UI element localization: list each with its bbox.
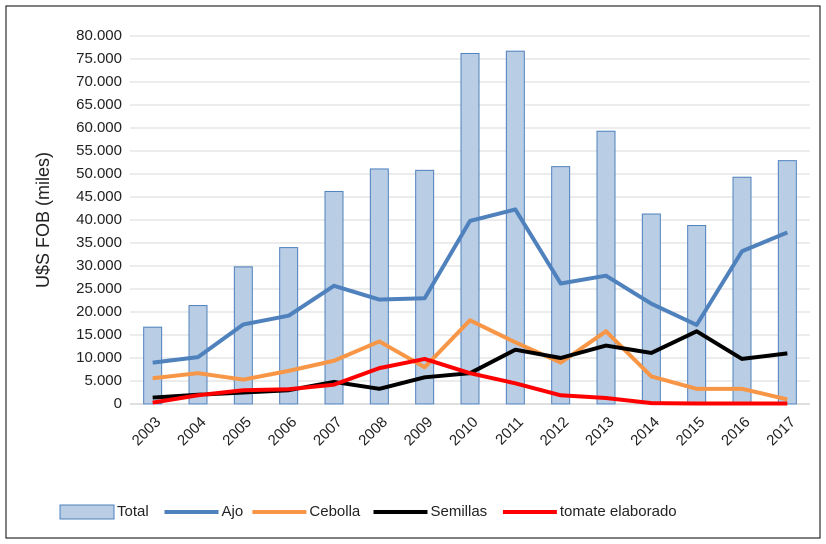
legend-label: Total <box>117 503 149 520</box>
y-tick-label: 75.000 <box>76 50 122 67</box>
line <box>152 207 789 365</box>
legend-swatch <box>59 504 115 520</box>
y-axis-title: U$S FOB (miles) <box>33 152 53 288</box>
line <box>152 356 788 406</box>
bar <box>279 247 299 405</box>
y-tick-label: 50.000 <box>76 165 122 182</box>
bar <box>596 130 616 405</box>
y-tick-label: 45.000 <box>76 188 122 205</box>
y-tick-label: 5.000 <box>84 372 122 389</box>
y-tick-label: 70.000 <box>76 73 122 90</box>
bar <box>777 160 797 405</box>
y-tick-label: 80.000 <box>76 27 122 44</box>
legend-label: tomate elaborado <box>560 503 677 520</box>
y-tick-label: 35.000 <box>76 234 122 251</box>
bar <box>233 266 253 405</box>
line <box>152 318 788 402</box>
y-tick-label: 40.000 <box>76 211 122 228</box>
bar <box>732 176 752 405</box>
y-tick-label: 65.000 <box>76 96 122 113</box>
y-tick-label: 60.000 <box>76 119 122 136</box>
y-tick-label: 25.000 <box>76 280 122 297</box>
bar <box>143 326 163 405</box>
bar <box>460 52 480 405</box>
legend-label: Semillas <box>431 503 488 520</box>
y-tick-label: 55.000 <box>76 142 122 159</box>
bar <box>324 190 344 405</box>
y-tick-label: 20.000 <box>76 303 122 320</box>
legend-label: Cebolla <box>309 503 361 520</box>
y-tick-label: 30.000 <box>76 257 122 274</box>
y-tick-label: 15.000 <box>76 326 122 343</box>
y-tick-label: 0 <box>114 395 122 412</box>
y-tick-label: 10.000 <box>76 349 122 366</box>
legend-label: Ajo <box>222 503 244 520</box>
chart-frame <box>5 5 821 539</box>
bar <box>415 169 435 405</box>
